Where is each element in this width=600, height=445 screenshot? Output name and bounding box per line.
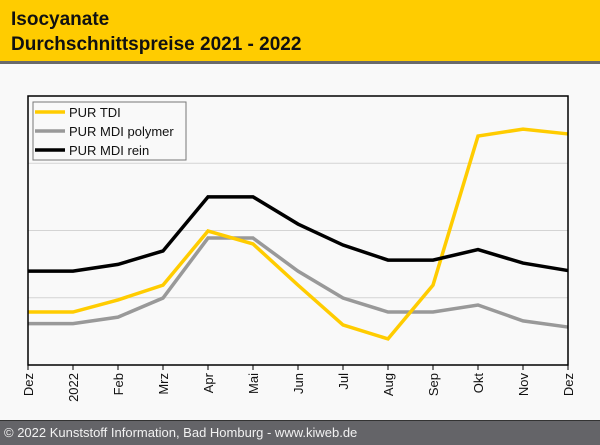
chart-title-line1: Isocyanate <box>11 9 110 30</box>
x-tick-label: Dez <box>561 373 576 396</box>
x-tick-label: Mrz <box>156 373 171 395</box>
series-line-pur-mdi-rein <box>28 195 569 273</box>
x-axis-ticks: Dez 2022 Feb Mrz Apr Mai Jun Jul Aug Sep Okt Nov Dez <box>21 365 576 402</box>
x-tick-label: Nov <box>516 373 531 397</box>
chart-title-line2: Durchschnittspreise 2021 - 2022 <box>11 34 302 55</box>
x-tick-label: Aug <box>381 373 396 396</box>
series-lines <box>28 127 569 341</box>
legend: PUR TDI PUR MDI polymer PUR MDI rein <box>32 101 187 161</box>
x-tick-label: Jun <box>291 373 306 394</box>
x-tick-label: 2022 <box>66 373 81 402</box>
header-bar: Isocyanate Durchschnittspreise 2021 - 20… <box>0 0 600 64</box>
gridlines <box>28 162 568 299</box>
legend-label: PUR MDI rein <box>69 143 149 158</box>
x-tick-label: Jul <box>336 373 351 390</box>
series-line-pur-mdi-polymer <box>28 236 569 329</box>
copyright-text: © 2022 Kunststoff Information, Bad Hombu… <box>4 425 358 440</box>
x-tick-label: Mai <box>246 373 261 394</box>
x-tick-label: Okt <box>471 373 486 394</box>
x-tick-label: Sep <box>426 373 441 396</box>
x-tick-label: Feb <box>111 373 126 395</box>
legend-label: PUR TDI <box>69 105 121 120</box>
series-line-pur-tdi <box>28 127 569 341</box>
legend-label: PUR MDI polymer <box>69 124 174 139</box>
footer-bar: © 2022 Kunststoff Information, Bad Hombu… <box>0 420 600 445</box>
x-tick-label: Apr <box>201 372 216 393</box>
x-tick-label: Dez <box>21 373 36 396</box>
